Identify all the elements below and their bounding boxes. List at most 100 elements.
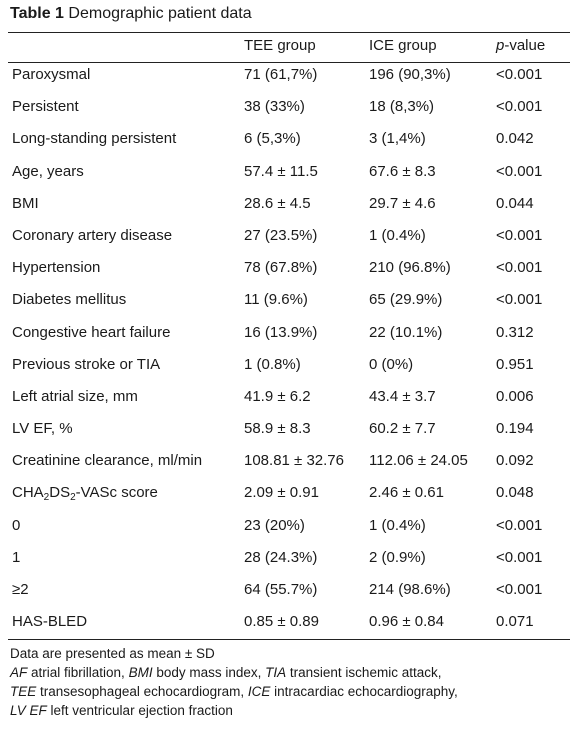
table-row: Paroxysmal 71 (61,7%) 196 (90,3%) <0.001 <box>0 59 579 91</box>
header-tee: TEE group <box>244 37 316 54</box>
table-row: BMI 28.6 ± 4.5 29.7 ± 4.6 0.044 <box>0 188 579 220</box>
tee-value: 2.09 ± 0.91 <box>244 484 319 501</box>
ice-value: 0.96 ± 0.84 <box>369 613 444 630</box>
table-number: Table 1 <box>10 5 64 22</box>
table-row: 0 23 (20%) 1 (0.4%) <0.001 <box>0 510 579 542</box>
row-label: Age, years <box>12 163 84 180</box>
row-label: Hypertension <box>12 259 101 276</box>
abbr-term: TEE <box>10 684 37 699</box>
tee-value: 6 (5,3%) <box>244 130 301 147</box>
p-value: <0.001 <box>496 517 543 534</box>
tee-value: 108.81 ± 32.76 <box>244 452 344 469</box>
row-label: Previous stroke or TIA <box>12 356 161 373</box>
row-label: Coronary artery disease <box>12 227 173 244</box>
table-row: Coronary artery disease 27 (23.5%) 1 (0.… <box>0 220 579 252</box>
row-label: Long-standing persistent <box>12 130 177 147</box>
tee-value: 16 (13.9%) <box>244 324 318 341</box>
ice-value: 0 (0%) <box>369 356 414 373</box>
table-row: 1 28 (24.3%) 2 (0.9%) <0.001 <box>0 542 579 574</box>
tee-value: 57.4 ± 11.5 <box>244 163 318 180</box>
table-row: Age, years 57.4 ± 11.5 67.6 ± 8.3 <0.001 <box>0 156 579 188</box>
p-value: <0.001 <box>496 66 543 83</box>
table-row: CHA2DS2-VASc score 2.09 ± 0.91 2.46 ± 0.… <box>0 477 579 509</box>
header-ice: ICE group <box>369 37 437 54</box>
table-row: LV EF, % 58.9 ± 8.3 60.2 ± 7.7 0.194 <box>0 413 579 445</box>
top-rule <box>8 32 570 33</box>
tee-value: 58.9 ± 8.3 <box>244 420 311 437</box>
p-value: 0.312 <box>496 324 534 341</box>
row-label: Left atrial size, mm <box>12 388 138 405</box>
table-title: Table 1 Demographic patient data <box>10 5 252 23</box>
table-caption: Demographic patient data <box>68 5 252 22</box>
abbr-def: atrial fibrillation, <box>27 665 129 680</box>
label-subscript: 2 <box>70 492 76 503</box>
p-value: <0.001 <box>496 163 543 180</box>
table-row: Hypertension 78 (67.8%) 210 (96.8%) <0.0… <box>0 252 579 284</box>
p-value: <0.001 <box>496 227 543 244</box>
tee-value: 38 (33%) <box>244 98 305 115</box>
abbr-def: body mass index, <box>152 665 266 680</box>
tee-value: 41.9 ± 6.2 <box>244 388 311 405</box>
label-part: CHA <box>12 484 44 501</box>
abbr-def: transesophageal echocardiogram, <box>36 684 248 699</box>
table-row: ≥2 64 (55.7%) 214 (98.6%) <0.001 <box>0 574 579 606</box>
tee-value: 23 (20%) <box>244 517 305 534</box>
row-label: Diabetes mellitus <box>12 291 127 308</box>
header-rule <box>8 62 570 63</box>
row-label: 1 <box>12 549 21 566</box>
ice-value: 214 (98.6%) <box>369 581 451 598</box>
table-row: HAS-BLED 0.85 ± 0.89 0.96 ± 0.84 0.071 <box>0 606 579 638</box>
tee-value: 27 (23.5%) <box>244 227 318 244</box>
tee-value: 1 (0.8%) <box>244 356 301 373</box>
p-value: <0.001 <box>496 581 543 598</box>
tee-value: 78 (67.8%) <box>244 259 318 276</box>
footnote-line-3: TEE transesophageal echocardiogram, ICE … <box>10 684 458 699</box>
ice-value: 65 (29.9%) <box>369 291 443 308</box>
p-value: <0.001 <box>496 259 543 276</box>
row-label: HAS-BLED <box>12 613 88 630</box>
abbr-term: BMI <box>128 665 153 680</box>
ice-value: 22 (10.1%) <box>369 324 443 341</box>
row-label: Creatinine clearance, ml/min <box>12 452 203 469</box>
p-value: 0.006 <box>496 388 534 405</box>
footnote-line-4: LV EF left ventricular ejection fraction <box>10 703 233 718</box>
tee-value: 0.85 ± 0.89 <box>244 613 319 630</box>
header-p-suffix: -value <box>504 37 546 54</box>
abbr-term: LV EF <box>10 703 47 718</box>
p-value: <0.001 <box>496 549 543 566</box>
label-part: -VASc score <box>75 484 158 501</box>
ice-value: 2.46 ± 0.61 <box>369 484 444 501</box>
ice-value: 3 (1,4%) <box>369 130 426 147</box>
ice-value: 196 (90,3%) <box>369 66 451 83</box>
ice-value: 18 (8,3%) <box>369 98 435 115</box>
row-label: BMI <box>12 195 39 212</box>
ice-value: 29.7 ± 4.6 <box>369 195 436 212</box>
header-p-value: p-value <box>496 37 545 54</box>
p-value: <0.001 <box>496 291 543 308</box>
footnote-line-2: AF atrial fibrillation, BMI body mass in… <box>10 665 441 680</box>
row-label: Paroxysmal <box>12 66 91 83</box>
p-value: 0.044 <box>496 195 534 212</box>
tee-value: 11 (9.6%) <box>244 291 308 308</box>
row-label: ≥2 <box>12 581 29 598</box>
tee-value: 28.6 ± 4.5 <box>244 195 311 212</box>
label-part: DS <box>49 484 71 501</box>
abbr-term: TIA <box>265 665 287 680</box>
p-value: 0.042 <box>496 130 534 147</box>
row-label: LV EF, % <box>12 420 73 437</box>
footnote-line-1: Data are presented as mean ± SD <box>10 646 215 661</box>
ice-value: 1 (0.4%) <box>369 227 426 244</box>
ice-value: 2 (0.9%) <box>369 549 426 566</box>
table-row: Creatinine clearance, ml/min 108.81 ± 32… <box>0 445 579 477</box>
ice-value: 60.2 ± 7.7 <box>369 420 436 437</box>
p-value: 0.071 <box>496 613 534 630</box>
abbr-term: AF <box>10 665 28 680</box>
row-label: CHA2DS2-VASc score <box>12 477 158 514</box>
ice-value: 112.06 ± 24.05 <box>369 452 468 469</box>
header-p-italic: p <box>496 37 505 54</box>
ice-value: 1 (0.4%) <box>369 517 426 534</box>
table-row: Persistent 38 (33%) 18 (8,3%) <0.001 <box>0 91 579 123</box>
p-value: 0.092 <box>496 452 534 469</box>
table-row: Left atrial size, mm 41.9 ± 6.2 43.4 ± 3… <box>0 381 579 413</box>
row-label: Persistent <box>12 98 79 115</box>
